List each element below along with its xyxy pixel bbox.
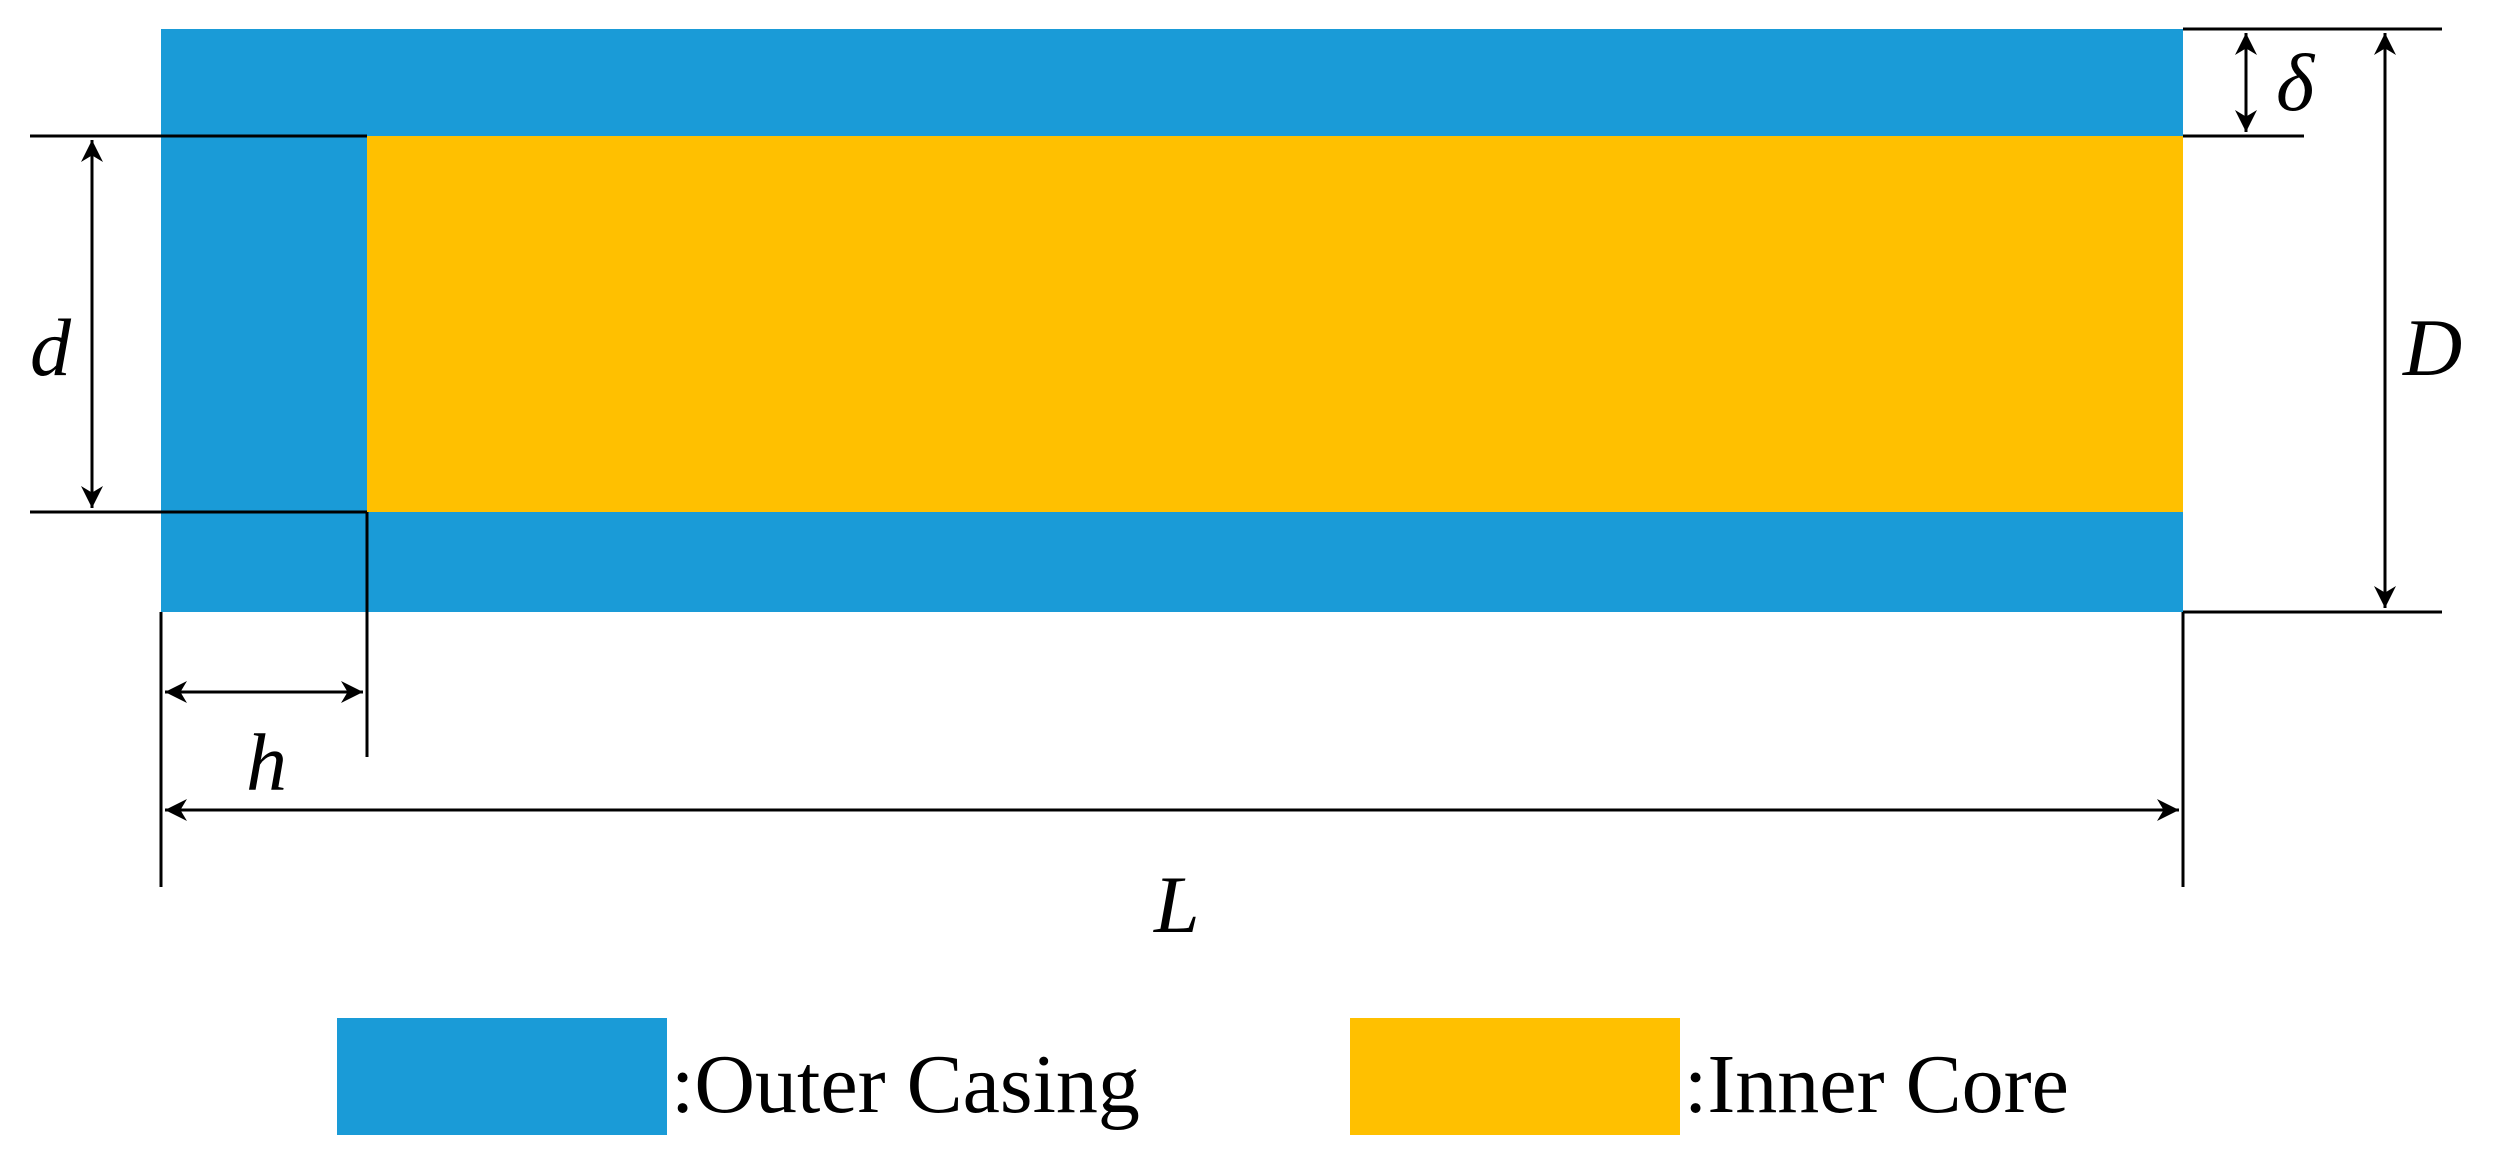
h-label: h [246,717,287,808]
legend: :Outer Casing :Inner Core [337,1018,2069,1135]
legend-swatch-outer-casing [337,1018,667,1135]
dimension-arrows [81,33,2396,821]
legend-swatch-inner-core [1350,1018,1680,1135]
delta-label: δ [2276,37,2316,128]
extension-lines [30,27,2442,887]
D-label: D [2402,302,2462,393]
legend-label-outer-casing: :Outer Casing [671,1038,1140,1131]
legend-label-inner-core: :Inner Core [1684,1038,2069,1131]
d-label: d [30,302,72,393]
inner-core-body [367,136,2183,512]
L-label: L [1153,859,1200,950]
